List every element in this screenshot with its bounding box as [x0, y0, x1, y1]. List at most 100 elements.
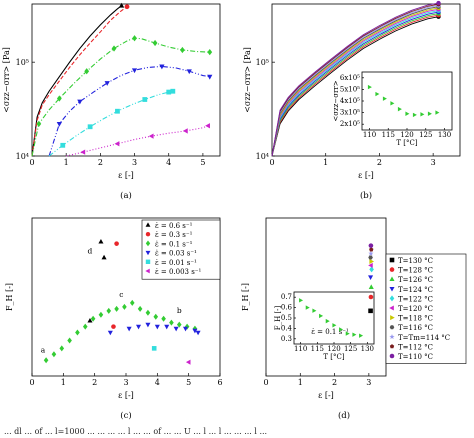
panel-label: (c): [120, 410, 131, 421]
data-point: [436, 0, 441, 6]
legend-label: T=122 °C: [398, 295, 433, 303]
y-axis-label: <σzz−σrr> [Pa]: [243, 47, 252, 113]
panel-d: 0 1 2 3 ε [-] F_H [-] (d) T=130 °C T=128 °CT=126…: [241, 217, 467, 421]
series-line: [271, 2, 439, 157]
legend-label: T=112 °C: [398, 343, 433, 351]
panel-label: (d): [338, 410, 350, 421]
inset-y-tick-label: 0.6: [281, 304, 293, 312]
legend-marker: [389, 305, 394, 311]
data-point: [368, 284, 374, 289]
series-line: [271, 7, 439, 157]
legend-label: ε̇ = 0.003 s⁻¹: [155, 268, 201, 276]
legend-marker: [145, 222, 151, 227]
x-tick-label: 0: [269, 158, 274, 167]
data-point: [368, 308, 373, 314]
data-point: [126, 326, 132, 332]
data-point: [176, 321, 182, 328]
data-point: [82, 323, 88, 330]
inset-y-tick-label: 0.3: [281, 335, 292, 343]
x-tick-label: 2: [98, 158, 103, 167]
inset-y-tick-label: 2x10⁵: [340, 120, 360, 128]
legend-marker: [389, 276, 395, 282]
data-point: [151, 346, 157, 351]
series-line: [271, 16, 439, 157]
series-line: [271, 3, 439, 157]
x-tick-label: 1: [323, 158, 328, 167]
inset-data-point: [390, 101, 395, 106]
x-tick-label: 0: [29, 158, 34, 167]
annotation: d: [88, 247, 93, 256]
data-point: [90, 315, 96, 322]
data-point: [369, 247, 374, 252]
legend-marker: [390, 315, 395, 321]
inset-data-point: [299, 298, 304, 303]
inset-data-point: [352, 332, 357, 337]
annotation: b: [177, 306, 182, 315]
inset-y-axis-label: <σzz−σrr>: [332, 80, 340, 121]
data-point: [115, 108, 120, 114]
inset-data-point: [359, 333, 364, 338]
data-point: [60, 142, 66, 148]
data-point: [192, 325, 198, 332]
x-axis-label: ε [-]: [118, 171, 134, 180]
x-tick-label: 2: [377, 158, 382, 167]
legend-label: T=120 °C: [398, 305, 433, 313]
series-line: [31, 6, 128, 157]
data-point: [142, 97, 148, 102]
data-point: [368, 243, 374, 248]
x-tick-label: 5: [186, 378, 191, 387]
data-point: [145, 322, 151, 328]
inset-x-axis-label: T [°C]: [323, 353, 344, 361]
data-point: [369, 266, 374, 273]
annotation: a: [41, 345, 46, 354]
data-point: [75, 329, 80, 336]
inset-data-point: [375, 91, 380, 97]
data-point: [111, 324, 116, 329]
inset-annotation: ε̇ = 0.1 s⁻¹: [311, 328, 349, 336]
data-point: [122, 303, 127, 310]
legend-label: T=118 °C: [398, 315, 433, 323]
data-point: [129, 299, 135, 306]
data-point: [368, 255, 373, 260]
data-point: [84, 68, 90, 75]
inset-data-point: [325, 318, 330, 324]
legend-label: T=Tm=114 °C: [398, 334, 450, 342]
legend-marker: [389, 353, 395, 359]
series-line: [271, 8, 439, 157]
data-point: [56, 95, 62, 102]
y-axis-label: <σzz−σrr> [Pa]: [2, 47, 11, 113]
inset-x-tick-label: 130: [361, 345, 374, 353]
data-point: [114, 241, 119, 246]
series-line: [271, 13, 439, 157]
panel-label: (b): [360, 190, 372, 201]
inset-y-tick-label: 4x10⁵: [340, 97, 360, 105]
legend-marker: [145, 250, 151, 256]
data-point: [368, 262, 373, 268]
series-line: [271, 4, 439, 157]
x-tick-label: 1: [64, 158, 69, 167]
data-point: [180, 46, 185, 54]
data-point: [184, 323, 190, 330]
inset-x-tick-label: 125: [344, 345, 357, 353]
data-point: [80, 149, 86, 155]
x-tick-label: 0: [263, 378, 268, 387]
inset-data-point: [319, 313, 324, 319]
data-point: [114, 141, 120, 147]
inset-y-tick-label: 3x10⁵: [340, 109, 360, 117]
legend-marker: [389, 344, 395, 349]
data-point: [98, 311, 104, 318]
legend-box: [385, 253, 467, 364]
x-tick-label: 1: [61, 378, 66, 387]
data-point: [104, 81, 110, 86]
legend-marker: [145, 259, 151, 264]
data-point: [114, 305, 119, 312]
inset-y-tick-label: 5x10⁵: [340, 85, 360, 93]
inset-x-tick-label: 125: [419, 131, 432, 139]
data-point: [186, 69, 192, 75]
data-point: [185, 359, 191, 365]
inset-x-tick-label: 110: [294, 345, 307, 353]
inset-data-point: [367, 84, 372, 90]
data-point: [192, 328, 198, 334]
panel-a: 0 1 2 3 4 5 10⁴ 10⁵ ε [-] <σzz−σrr> [Pa] (a): [2, 2, 221, 201]
legend-label: T=110 °C: [398, 353, 433, 361]
